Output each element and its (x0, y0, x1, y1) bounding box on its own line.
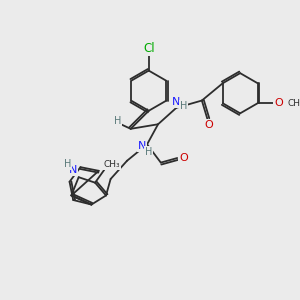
Text: H: H (180, 101, 187, 111)
Text: O: O (179, 153, 188, 163)
Text: O: O (274, 98, 283, 108)
Text: H: H (114, 116, 121, 126)
Text: N: N (69, 165, 77, 175)
Text: N: N (137, 141, 146, 151)
Text: N: N (172, 98, 181, 107)
Text: O: O (205, 120, 214, 130)
Text: Cl: Cl (143, 42, 154, 55)
Text: H: H (145, 147, 153, 157)
Text: CH₃: CH₃ (288, 99, 300, 108)
Text: H: H (64, 159, 71, 170)
Text: CH₃: CH₃ (103, 160, 120, 169)
